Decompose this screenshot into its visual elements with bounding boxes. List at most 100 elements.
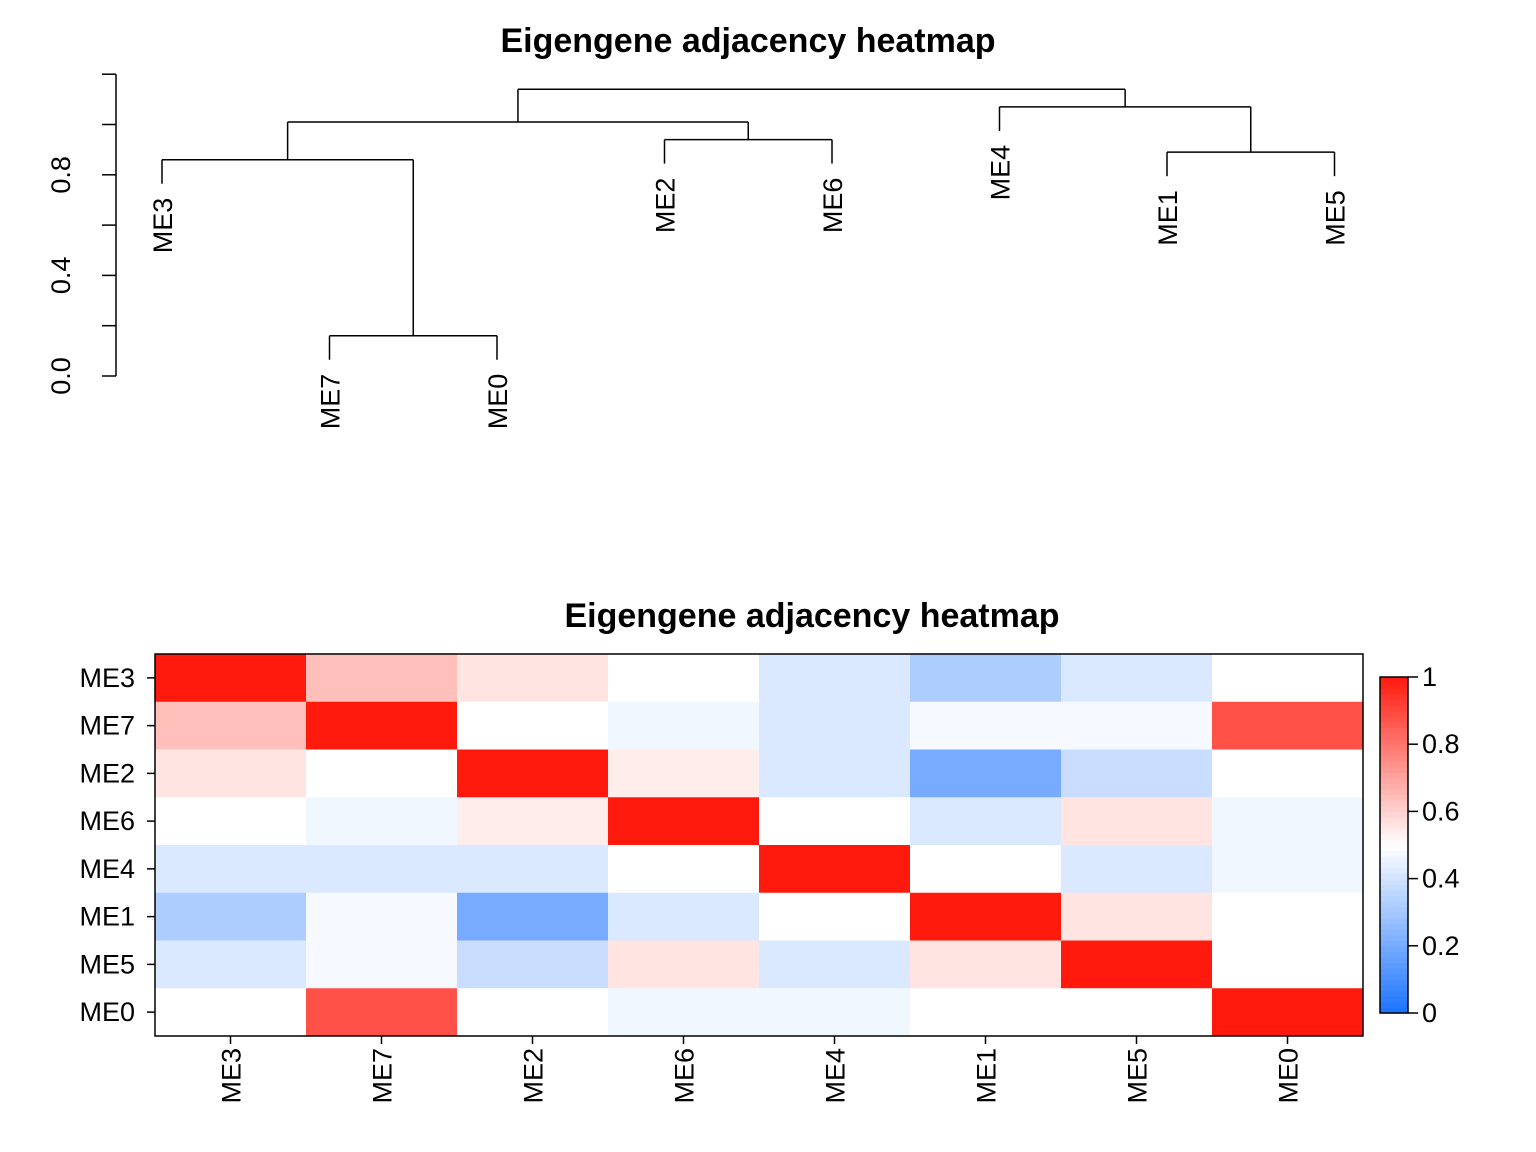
heatmap-cell-me6-me5: [1061, 797, 1213, 846]
colorbar-segment: [1380, 957, 1408, 964]
row-label-me7: ME7: [79, 711, 135, 741]
heatmap-cell-me3-me0: [1212, 654, 1364, 703]
colorbar-border: [1379, 676, 1409, 1014]
colorbar-segment: [1380, 917, 1408, 924]
colorbar-segment: [1380, 693, 1408, 700]
heatmap-cell-me6-me2: [457, 797, 609, 846]
heatmap-cell-me7-me2: [457, 701, 609, 750]
heatmap-cell-me0-me5: [1061, 988, 1213, 1037]
heatmap-cell-me7-me0: [1212, 701, 1364, 750]
row-label-me4: ME4: [79, 854, 135, 884]
colorbar-segment: [1380, 912, 1408, 919]
heatmap-cell-me5-me7: [306, 940, 458, 989]
heatmap-cell-me2-me1: [910, 749, 1062, 798]
colorbar-segment: [1380, 749, 1408, 756]
row-label-me2: ME2: [79, 758, 135, 788]
colorbar-segment: [1380, 845, 1408, 852]
heatmap-cell-me7-me4: [759, 701, 911, 750]
heatmap-cell-me2-me5: [1061, 749, 1213, 798]
heatmap-cell-me1-me7: [306, 892, 458, 941]
colorbar-segment: [1380, 996, 1408, 1003]
colorbar-tick-label: 0.6: [1422, 796, 1460, 826]
colorbar-segment: [1380, 861, 1408, 868]
colorbar-segment: [1380, 973, 1408, 980]
heatmap-cell-me1-me1: [910, 892, 1062, 941]
col-label-me1: ME1: [972, 1048, 1002, 1104]
row-label-me5: ME5: [79, 949, 135, 979]
heatmap-cell-me7-me1: [910, 701, 1062, 750]
col-label-me6: ME6: [670, 1048, 700, 1104]
heatmap-cell-me1-me5: [1061, 892, 1213, 941]
heatmap-cell-me4-me6: [608, 845, 760, 894]
col-label-me2: ME2: [519, 1048, 549, 1104]
colorbar-segment: [1380, 710, 1408, 717]
heatmap-cell-me3-me3: [155, 654, 307, 703]
heatmap-cell-me3-me1: [910, 654, 1062, 703]
heatmap-cell-me4-me5: [1061, 845, 1213, 894]
heatmap-cell-me0-me0: [1212, 988, 1364, 1037]
heatmap-cell-me0-me2: [457, 988, 609, 1037]
heatmap-cell-me6-me6: [608, 797, 760, 846]
colorbar-segment: [1380, 789, 1408, 796]
heatmap-cell-me5-me5: [1061, 940, 1213, 989]
colorbar-segment: [1380, 777, 1408, 784]
col-label-me4: ME4: [821, 1048, 851, 1104]
y-tick-label: 0.0: [46, 357, 76, 395]
leaf-label-me1: ME1: [1153, 190, 1183, 246]
y-tick-label: 0.8: [46, 156, 76, 194]
row-label-me1: ME1: [79, 902, 135, 932]
dendrogram-panel: Eigengene adjacency heatmap 0.0 0.4 0.8 ME…: [46, 22, 1351, 429]
colorbar-segment: [1380, 833, 1408, 840]
heatmap-cell-me6-me3: [155, 797, 307, 846]
col-label-me7: ME7: [368, 1048, 398, 1104]
colorbar-segment: [1380, 761, 1408, 768]
colorbar-segment: [1380, 727, 1408, 734]
colorbar-segment: [1380, 1007, 1408, 1014]
colorbar-segment: [1380, 923, 1408, 930]
colorbar-segment: [1380, 867, 1408, 874]
colorbar-segment: [1380, 794, 1408, 801]
col-label-me0: ME0: [1274, 1048, 1304, 1104]
row-label-me3: ME3: [79, 663, 135, 693]
colorbar-segment: [1380, 979, 1408, 986]
colorbar-segment: [1380, 716, 1408, 723]
heatmap-cell-me3-me4: [759, 654, 911, 703]
heatmap-cell-me3-me2: [457, 654, 609, 703]
colorbar-segment: [1380, 1001, 1408, 1008]
heatmap-cell-me5-me0: [1212, 940, 1364, 989]
heatmap-cell-me2-me4: [759, 749, 911, 798]
colorbar-segment: [1380, 962, 1408, 969]
colorbar-segment: [1380, 951, 1408, 958]
leaf-label-me7: ME7: [316, 374, 346, 430]
heatmap-cell-me6-me0: [1212, 797, 1364, 846]
colorbar-segment: [1380, 805, 1408, 812]
heatmap-cell-me3-me7: [306, 654, 458, 703]
colorbar-segment: [1380, 682, 1408, 689]
heatmap-cell-me2-me6: [608, 749, 760, 798]
heatmap-cell-me0-me1: [910, 988, 1062, 1037]
heatmap-cell-me1-me4: [759, 892, 911, 941]
colorbar-segment: [1380, 677, 1408, 684]
colorbar-segment: [1380, 766, 1408, 773]
colorbar-segment: [1380, 828, 1408, 835]
heatmap-cell-me4-me7: [306, 845, 458, 894]
colorbar-segment: [1380, 940, 1408, 947]
heatmap-cell-me5-me1: [910, 940, 1062, 989]
heatmap-cell-me6-me1: [910, 797, 1062, 846]
heatmap-border: [154, 653, 1364, 1037]
leaf-label-me5: ME5: [1321, 190, 1351, 246]
heatmap-cell-me7-me7: [306, 701, 458, 750]
heatmap-cell-me1-me6: [608, 892, 760, 941]
colorbar-segment: [1380, 889, 1408, 896]
heatmap-cell-me0-me3: [155, 988, 307, 1037]
col-label-me5: ME5: [1123, 1048, 1153, 1104]
heatmap-col-labels: ME3 ME7 ME2 ME6 ME4 ME1 ME5 ME0: [217, 1036, 1304, 1104]
heatmap-cell-me2-me0: [1212, 749, 1364, 798]
heatmap-panel: Eigengene adjacency heatmap ME3 ME7 ME2 ME6…: [79, 597, 1459, 1104]
heatmap-cell-me1-me3: [155, 892, 307, 941]
colorbar-segment: [1380, 990, 1408, 997]
heatmap-cell-me6-me4: [759, 797, 911, 846]
heatmap-cell-me4-me4: [759, 845, 911, 894]
dendrogram-y-axis: 0.0 0.4 0.8: [46, 73, 117, 395]
heatmap-cell-me4-me3: [155, 845, 307, 894]
